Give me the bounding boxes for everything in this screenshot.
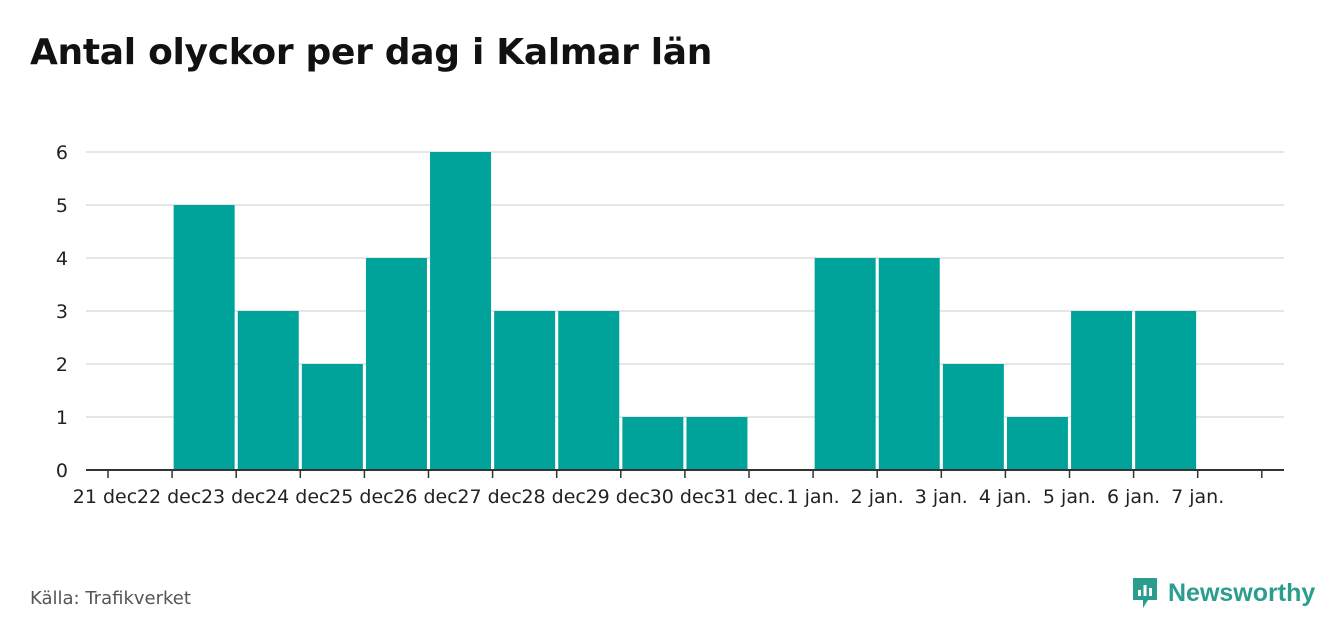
x-tick-label: 1 jan.	[787, 486, 840, 508]
x-tick-label: 25 dec.	[329, 486, 399, 508]
x-tick-label: 27 dec.	[457, 486, 527, 508]
y-tick-label: 5	[56, 195, 68, 217]
x-tick-label: 30 dec.	[650, 486, 720, 508]
chart-title: Antal olyckor per dag i Kalmar län	[30, 32, 713, 73]
x-tick-label: 5 jan.	[1043, 486, 1096, 508]
y-tick-label: 2	[56, 354, 68, 376]
axes	[86, 469, 1284, 478]
y-tick-label: 0	[56, 460, 68, 482]
x-tick-label: 23 dec.	[201, 486, 271, 508]
brand-logo: Newsworthy	[1130, 576, 1315, 610]
bar	[1071, 311, 1133, 470]
bar	[237, 311, 299, 470]
bar	[365, 258, 427, 470]
source-note: Källa: Trafikverket	[30, 588, 191, 609]
x-tick-label: 24 dec.	[265, 486, 335, 508]
x-tick-label: 6 jan.	[1107, 486, 1160, 508]
x-tick-label: 26 dec.	[393, 486, 463, 508]
bar	[622, 417, 684, 470]
bar	[301, 364, 363, 470]
x-tick-label: 29 dec.	[586, 486, 656, 508]
tick-labels: 0 1 2 3 4 5 6 21 dec.22 dec.23 dec.24 dec.25 de…	[56, 142, 1224, 508]
brand-name: Newsworthy	[1168, 578, 1316, 607]
x-tick-label: 3 jan.	[915, 486, 968, 508]
x-tick-label: 21 dec.	[73, 486, 143, 508]
x-tick-label: 28 dec.	[521, 486, 591, 508]
y-tick-label: 4	[56, 248, 68, 270]
x-tick-label: 4 jan.	[979, 486, 1032, 508]
y-tick-label: 3	[56, 301, 68, 323]
bar	[173, 205, 235, 470]
bar	[686, 417, 748, 470]
y-tick-label: 6	[56, 142, 68, 164]
bar	[558, 311, 620, 470]
bars	[173, 152, 1197, 470]
bar	[814, 258, 876, 470]
bar	[878, 258, 940, 470]
bar	[494, 311, 556, 470]
bar	[942, 364, 1004, 470]
x-tick-label: 22 dec.	[137, 486, 207, 508]
bar	[1135, 311, 1197, 470]
y-tick-label: 1	[56, 407, 68, 429]
newsworthy-logo-icon	[1133, 578, 1157, 608]
bar	[430, 152, 492, 470]
x-tick-label: 31 dec.	[714, 486, 784, 508]
x-tick-label: 2 jan.	[851, 486, 904, 508]
chart-canvas: 0 1 2 3 4 5 6 21 dec.22 dec.23 dec.24 dec.25 de…	[56, 142, 1284, 508]
bar	[1006, 417, 1068, 470]
x-tick-label: 7 jan.	[1171, 486, 1224, 508]
